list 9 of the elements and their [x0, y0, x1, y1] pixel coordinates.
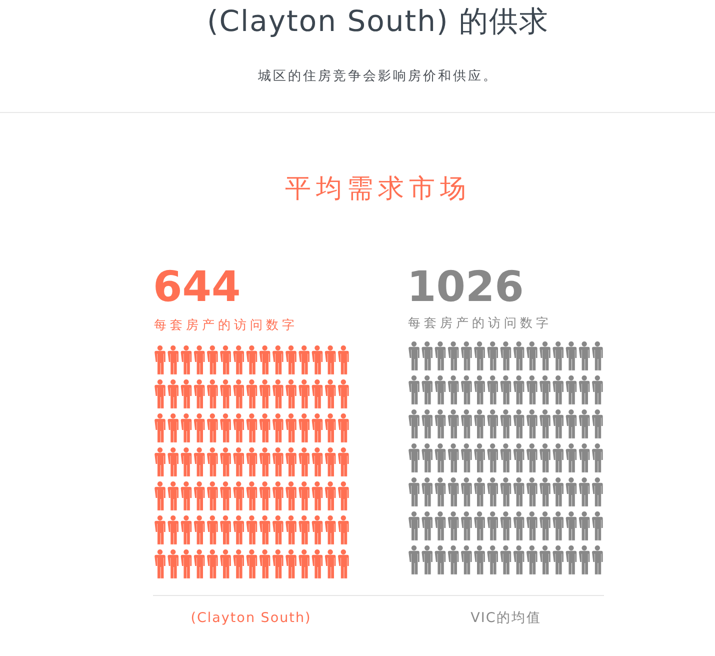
text: 每套房产的访问数字: [408, 315, 552, 330]
category-label: VIC的均值: [470, 610, 542, 626]
series: 1026: [407, 262, 524, 311]
text: 城区的住房竞争会影响房价和供应。: [257, 68, 498, 84]
category-label: (Clayton South): [190, 610, 312, 626]
text: 平均需求市场: [285, 174, 471, 204]
series: 644: [153, 262, 241, 311]
text: 每套房产的访问数字: [154, 317, 298, 332]
text: (Clayton South) 的供求: [206, 4, 550, 38]
